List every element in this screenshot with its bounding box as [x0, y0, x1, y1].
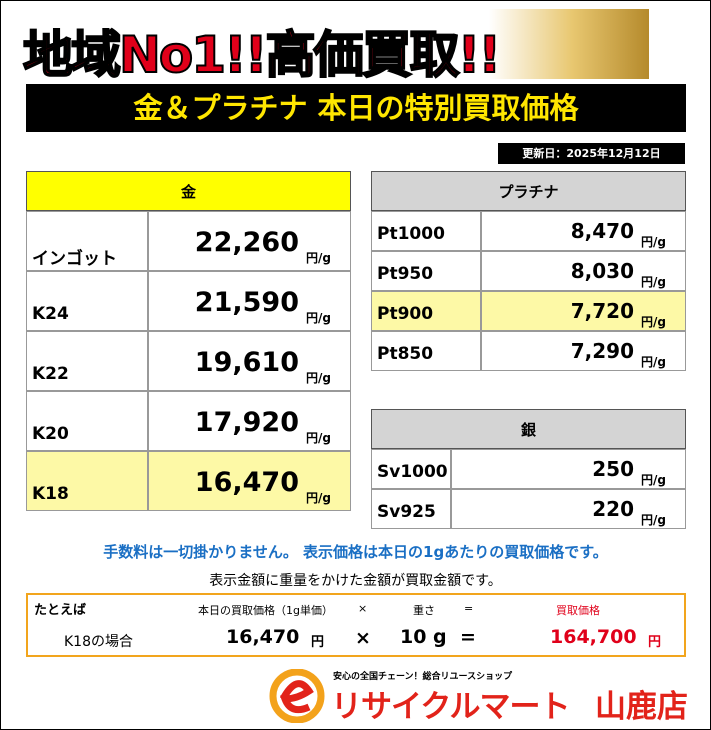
item-name: Pt1000 — [377, 224, 445, 244]
example-box: たとえば 本日の買取価格（1g単価） × 重さ = 買取価格 K18の場合 16… — [26, 593, 686, 657]
logo-mark — [269, 669, 325, 723]
row-bg — [451, 449, 686, 489]
table-header: プラチナ — [371, 171, 686, 211]
updated-date: 更新日：2025年12月12日 — [498, 143, 685, 164]
item-price: 19,610 — [194, 347, 299, 378]
row-bg — [371, 211, 481, 251]
item-price: 7,290 — [570, 339, 634, 363]
price-unit: 円/g — [306, 491, 331, 505]
price-unit: 円/g — [306, 371, 331, 385]
example-unit: 円 — [648, 635, 662, 650]
example-times: × — [355, 627, 371, 649]
item-name: Sv1000 — [377, 462, 448, 482]
store: 山鹿店 — [595, 689, 688, 725]
item-name: Sv925 — [377, 502, 436, 522]
example-unit: 円 — [311, 635, 325, 650]
row-bg — [371, 331, 481, 371]
item-name: Pt950 — [377, 264, 434, 284]
row-bg — [148, 451, 351, 511]
table-header: 金 — [26, 171, 351, 211]
row-bg — [148, 331, 351, 391]
row-bg — [148, 271, 351, 331]
row-bg — [481, 211, 686, 251]
example-head: 重さ — [413, 604, 435, 617]
example-price: 16,470 — [226, 626, 300, 648]
price-unit: 円/g — [641, 315, 666, 329]
row-bg — [371, 291, 481, 331]
item-price: 21,590 — [194, 287, 299, 318]
example-case: K18の場合 — [64, 634, 133, 650]
table-header: 銀 — [371, 409, 686, 449]
row-bg — [481, 331, 686, 371]
row-bg — [26, 211, 148, 271]
brand: リサイクルマート — [331, 689, 570, 725]
example-head: 買取価格 — [556, 604, 600, 617]
price-unit: 円/g — [306, 431, 331, 445]
price-unit: 円/g — [641, 473, 666, 487]
item-name: K22 — [32, 364, 69, 384]
item-price: 22,260 — [194, 227, 299, 258]
price-tables: 金インゴット 22,260 円/g K24 21,590 円/g K22 19,610 円/g K… — [1, 1, 710, 541]
row-bg — [148, 391, 351, 451]
row-bg — [481, 291, 686, 331]
item-price: 250 — [592, 457, 634, 481]
item-name: K24 — [32, 304, 69, 324]
row-bg — [26, 271, 148, 331]
item-price: 17,920 — [194, 407, 299, 438]
price-unit: 円/g — [641, 355, 666, 369]
row-bg — [148, 211, 351, 271]
price-unit: 円/g — [641, 513, 666, 527]
example-head: × — [358, 602, 368, 615]
item-price: 8,030 — [570, 259, 634, 283]
item-name: Pt900 — [377, 304, 434, 324]
fee-note: 手数料は一切掛かりません。 表示価格は本日の1gあたりの買取価格です。 — [103, 543, 608, 561]
row-bg — [481, 251, 686, 291]
example-weight: 10 g — [400, 626, 447, 648]
example-equals: = — [460, 626, 476, 648]
item-price: 220 — [592, 497, 634, 521]
price-unit: 円/g — [306, 251, 331, 265]
example-total: 164,700 — [550, 626, 637, 648]
example-label: たとえば — [34, 603, 87, 618]
item-price: 16,470 — [194, 467, 299, 498]
item-price: 8,470 — [570, 219, 634, 243]
price-unit: 円/g — [306, 311, 331, 325]
row-bg — [451, 489, 686, 529]
price-unit: 円/g — [641, 235, 666, 249]
item-name: Pt850 — [377, 344, 434, 364]
example-head: = — [464, 602, 474, 615]
row-bg — [26, 331, 148, 391]
tagline: 安心の全国チェーン！総合リユースショップ — [333, 672, 513, 682]
row-bg — [26, 391, 148, 451]
row-bg — [371, 489, 451, 529]
row-bg — [371, 449, 451, 489]
row-bg — [26, 451, 148, 511]
title: 地域No1!!高価買取!! — [22, 25, 502, 85]
subtitle: 金＆プラチナ 本日の特別買取価格 — [26, 84, 686, 132]
header-band — [9, 9, 649, 79]
price-unit: 円/g — [641, 275, 666, 289]
formula-note: 表示金額に重量をかけた金額が買取金額です。 — [209, 573, 502, 589]
item-name: インゴット — [32, 249, 117, 269]
item-name: K18 — [32, 484, 69, 504]
row-bg — [371, 251, 481, 291]
example-head: 本日の買取価格（1g単価） — [198, 604, 333, 617]
item-name: K20 — [32, 424, 69, 444]
item-price: 7,720 — [570, 299, 634, 323]
